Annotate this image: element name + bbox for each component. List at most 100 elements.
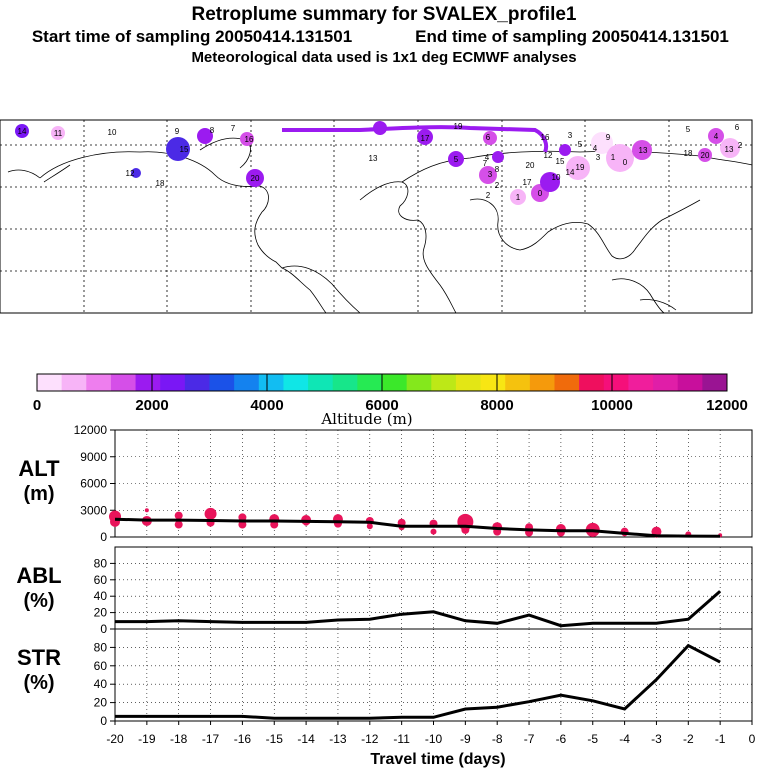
x-tick-label: -4 — [619, 732, 630, 746]
plume-age-label: 1 — [611, 153, 616, 162]
abl-series-line — [115, 590, 722, 628]
colorbar-cell — [382, 374, 408, 391]
colorbar-tick-label: 8000 — [480, 397, 513, 414]
plume-age-label: 9 — [606, 133, 611, 142]
y-tick-label: 6000 — [80, 477, 107, 491]
plume-age-label: 11 — [54, 129, 63, 138]
plume-age-label: 12 — [544, 151, 553, 160]
colorbar-cell — [677, 374, 703, 391]
altitude-marker — [238, 520, 247, 529]
y-tick-label: 0 — [100, 622, 107, 636]
x-tick-label: -2 — [683, 732, 694, 746]
colorbar-cell — [554, 374, 580, 391]
plume-age-label: 14 — [566, 168, 575, 177]
plume-age-label: 16 — [245, 135, 254, 144]
plume-cluster — [591, 132, 613, 154]
altitude-marker — [174, 511, 183, 520]
x-tick-label: -11 — [393, 732, 410, 746]
plume-age-label: 19 — [454, 122, 463, 131]
plume-age-label: 3 — [568, 131, 573, 140]
y-tick-label: 0 — [100, 714, 107, 728]
panel-frame — [114, 628, 753, 722]
plume-age-label: 9 — [175, 127, 180, 136]
plume-age-label: 15 — [556, 157, 565, 166]
alt-series-line — [114, 517, 721, 538]
x-axis-label: Travel time (days) — [370, 751, 505, 768]
plume-age-label: 8 — [210, 126, 215, 135]
end-time-label: End time of sampling 20050414.131501 — [415, 27, 729, 46]
y-tick-label: 80 — [94, 640, 108, 654]
colorbar-cell — [61, 374, 87, 391]
plume-age-label: 20 — [251, 174, 260, 183]
plume-cluster — [246, 169, 264, 187]
plume-cluster — [483, 131, 497, 145]
colorbar-cell — [505, 374, 531, 391]
plume-age-label: 1 — [516, 193, 521, 202]
plume-age-label: 10 — [108, 128, 117, 137]
plume-cluster — [131, 168, 141, 178]
x-tick-label: -12 — [361, 732, 379, 746]
colorbar-tick-label: 12000 — [706, 397, 748, 414]
x-tick-label: -18 — [170, 732, 188, 746]
plume-cluster — [197, 128, 213, 144]
colorbar-cell — [234, 374, 260, 391]
plume-cluster — [373, 121, 387, 135]
colorbar-cell — [209, 374, 235, 391]
x-tick-label: -9 — [460, 732, 471, 746]
plume-age-label: 7 — [483, 159, 488, 168]
altitude-marker — [238, 513, 247, 522]
plume-age-label: 6 — [486, 133, 491, 142]
plume-age-label: 5 — [454, 155, 459, 164]
colorbar-label: Altitude (m) — [320, 410, 412, 428]
altitude-marker — [366, 523, 373, 530]
plume-age-label: 18 — [156, 179, 165, 188]
colorbar-cell — [283, 374, 309, 391]
str-series-line — [115, 643, 721, 720]
figure-title: Retroplume summary for SVALEX_profile1 — [191, 4, 576, 25]
plume-cluster — [240, 132, 254, 146]
panel-yunit: (m) — [23, 483, 54, 505]
y-tick-label: 80 — [94, 556, 108, 570]
plume-cluster — [15, 124, 29, 138]
plume-age-label: 2 — [495, 181, 500, 190]
colorbar-tick-label: 2000 — [135, 397, 168, 414]
plume-cluster — [559, 144, 571, 156]
colorbar-cell — [308, 374, 334, 391]
x-tick-label: -13 — [329, 732, 347, 746]
plume-age-label: 15 — [180, 145, 189, 154]
x-tick-label: -10 — [425, 732, 443, 746]
colorbar-cell — [431, 374, 457, 391]
plume-age-label: 19 — [576, 163, 585, 172]
colorbar-cell — [110, 374, 137, 391]
panel-alt: 0 3000 6000 9000 12000 ALT(m) — [18, 423, 753, 544]
colorbar-cell — [160, 374, 186, 391]
panel-yunit: (%) — [23, 590, 54, 612]
panel-ylabel: ABL — [16, 563, 61, 588]
plume-cluster — [51, 126, 65, 140]
x-tick-label: -5 — [587, 732, 598, 746]
plume-age-label: 20 — [701, 151, 710, 160]
plume-age-label: 14 — [18, 127, 27, 136]
colorbar-cell — [455, 374, 482, 391]
colorbar-cell — [332, 374, 358, 391]
plume-age-label: 3 — [488, 170, 493, 179]
plume-age-label: 7 — [231, 124, 236, 133]
plume-age-label: 2 — [486, 191, 491, 200]
x-tick-label: -1 — [715, 732, 726, 746]
y-tick-label: 12000 — [74, 423, 108, 437]
plume-cluster — [698, 148, 712, 162]
plume-age-label: 17 — [421, 134, 430, 143]
colorbar-cell — [702, 374, 728, 391]
x-tick-label: -16 — [234, 732, 252, 746]
colorbar-cell — [406, 374, 432, 391]
panel-ylabel: STR — [17, 645, 61, 670]
y-tick-label: 20 — [94, 696, 108, 710]
plume-cluster — [606, 144, 634, 172]
colorbar-cell — [184, 374, 210, 391]
y-tick-label: 40 — [94, 677, 108, 691]
y-tick-label: 60 — [94, 659, 108, 673]
colorbar-cell — [579, 374, 605, 391]
